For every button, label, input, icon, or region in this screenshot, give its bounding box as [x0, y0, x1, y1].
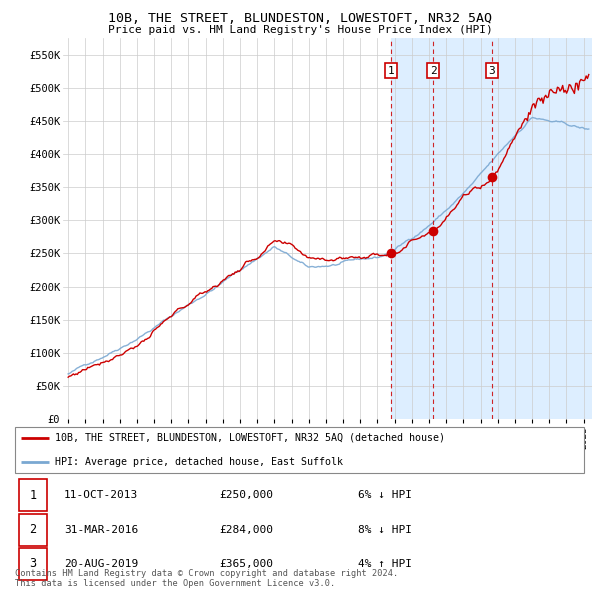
- Text: 6% ↓ HPI: 6% ↓ HPI: [358, 490, 412, 500]
- FancyBboxPatch shape: [15, 427, 584, 473]
- Text: 1: 1: [29, 489, 36, 502]
- Text: 4% ↑ HPI: 4% ↑ HPI: [358, 559, 412, 569]
- Text: 2: 2: [29, 523, 36, 536]
- Text: 2: 2: [430, 65, 437, 76]
- Text: 20-AUG-2019: 20-AUG-2019: [64, 559, 138, 569]
- Text: £365,000: £365,000: [220, 559, 274, 569]
- Text: £284,000: £284,000: [220, 525, 274, 535]
- Text: Contains HM Land Registry data © Crown copyright and database right 2024.
This d: Contains HM Land Registry data © Crown c…: [15, 569, 398, 588]
- FancyBboxPatch shape: [19, 548, 47, 580]
- FancyBboxPatch shape: [19, 479, 47, 511]
- Text: 3: 3: [488, 65, 495, 76]
- Text: Price paid vs. HM Land Registry's House Price Index (HPI): Price paid vs. HM Land Registry's House …: [107, 25, 493, 35]
- Text: 31-MAR-2016: 31-MAR-2016: [64, 525, 138, 535]
- Text: 11-OCT-2013: 11-OCT-2013: [64, 490, 138, 500]
- Text: HPI: Average price, detached house, East Suffolk: HPI: Average price, detached house, East…: [55, 457, 343, 467]
- FancyBboxPatch shape: [19, 513, 47, 546]
- Text: £250,000: £250,000: [220, 490, 274, 500]
- Text: 8% ↓ HPI: 8% ↓ HPI: [358, 525, 412, 535]
- Text: 10B, THE STREET, BLUNDESTON, LOWESTOFT, NR32 5AQ: 10B, THE STREET, BLUNDESTON, LOWESTOFT, …: [108, 12, 492, 25]
- Text: 1: 1: [388, 65, 394, 76]
- Text: 3: 3: [29, 558, 36, 571]
- Text: 10B, THE STREET, BLUNDESTON, LOWESTOFT, NR32 5AQ (detached house): 10B, THE STREET, BLUNDESTON, LOWESTOFT, …: [55, 433, 445, 443]
- Bar: [391, 38, 600, 419]
